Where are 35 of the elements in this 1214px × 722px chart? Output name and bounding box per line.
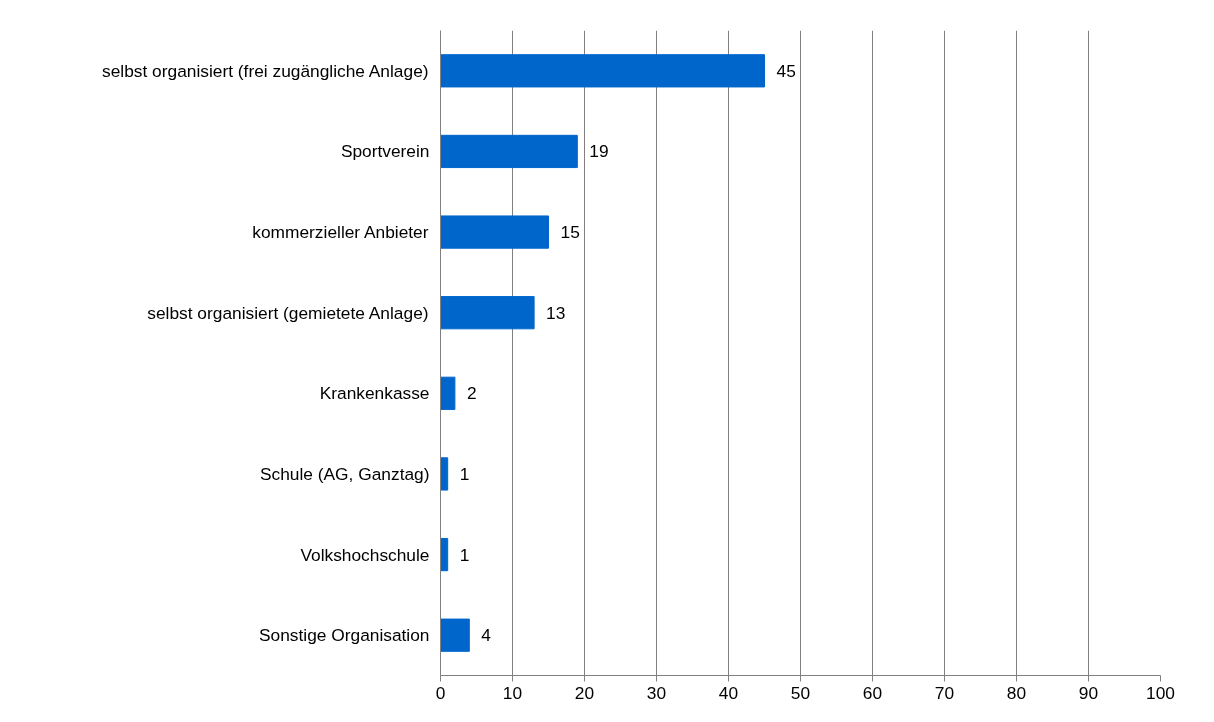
x-tick-label: 70: [934, 682, 955, 703]
x-tick-label: 50: [790, 682, 811, 703]
y-tick-label: Sportverein: [340, 141, 430, 162]
y-tick-label: Sonstige Organisation: [259, 625, 430, 646]
x-tick-label: 80: [1006, 682, 1027, 703]
bar: [440, 54, 765, 88]
x-tick-label: 20: [574, 682, 595, 703]
data-label: 15: [560, 222, 580, 243]
bar: [440, 296, 535, 330]
data-label: 13: [546, 302, 566, 323]
bar: [440, 376, 456, 410]
bar: [440, 457, 449, 491]
data-label: 1: [459, 463, 470, 484]
x-tick-label: 40: [718, 682, 739, 703]
x-tick-label: 100: [1146, 682, 1175, 703]
y-tick-label: Krankenkasse: [319, 383, 430, 404]
bar: [440, 134, 578, 169]
x-tick-label: 90: [1078, 682, 1099, 703]
y-tick-label: Schule (AG, Ganztag): [259, 463, 430, 484]
bar: [440, 618, 470, 652]
data-label: 1: [459, 544, 470, 565]
bar: [440, 537, 449, 572]
y-tick-label: kommerzieller Anbieter: [252, 222, 429, 243]
y-tick-label: Volkshochschule: [300, 544, 430, 565]
x-tick-label: 10: [502, 682, 523, 703]
y-tick-label: selbst organisiert (gemietete Anlage): [147, 302, 429, 323]
y-tick-label: selbst organisiert (frei zugängliche Anlage): [102, 60, 429, 81]
x-tick-label: 0: [435, 682, 446, 703]
data-label: 4: [481, 625, 492, 646]
x-tick-label: 30: [646, 682, 667, 703]
data-label: 45: [776, 60, 796, 81]
bar: [440, 215, 549, 249]
x-tick-label: 60: [862, 682, 883, 703]
data-label: 19: [589, 141, 609, 162]
data-label: 2: [466, 383, 477, 404]
